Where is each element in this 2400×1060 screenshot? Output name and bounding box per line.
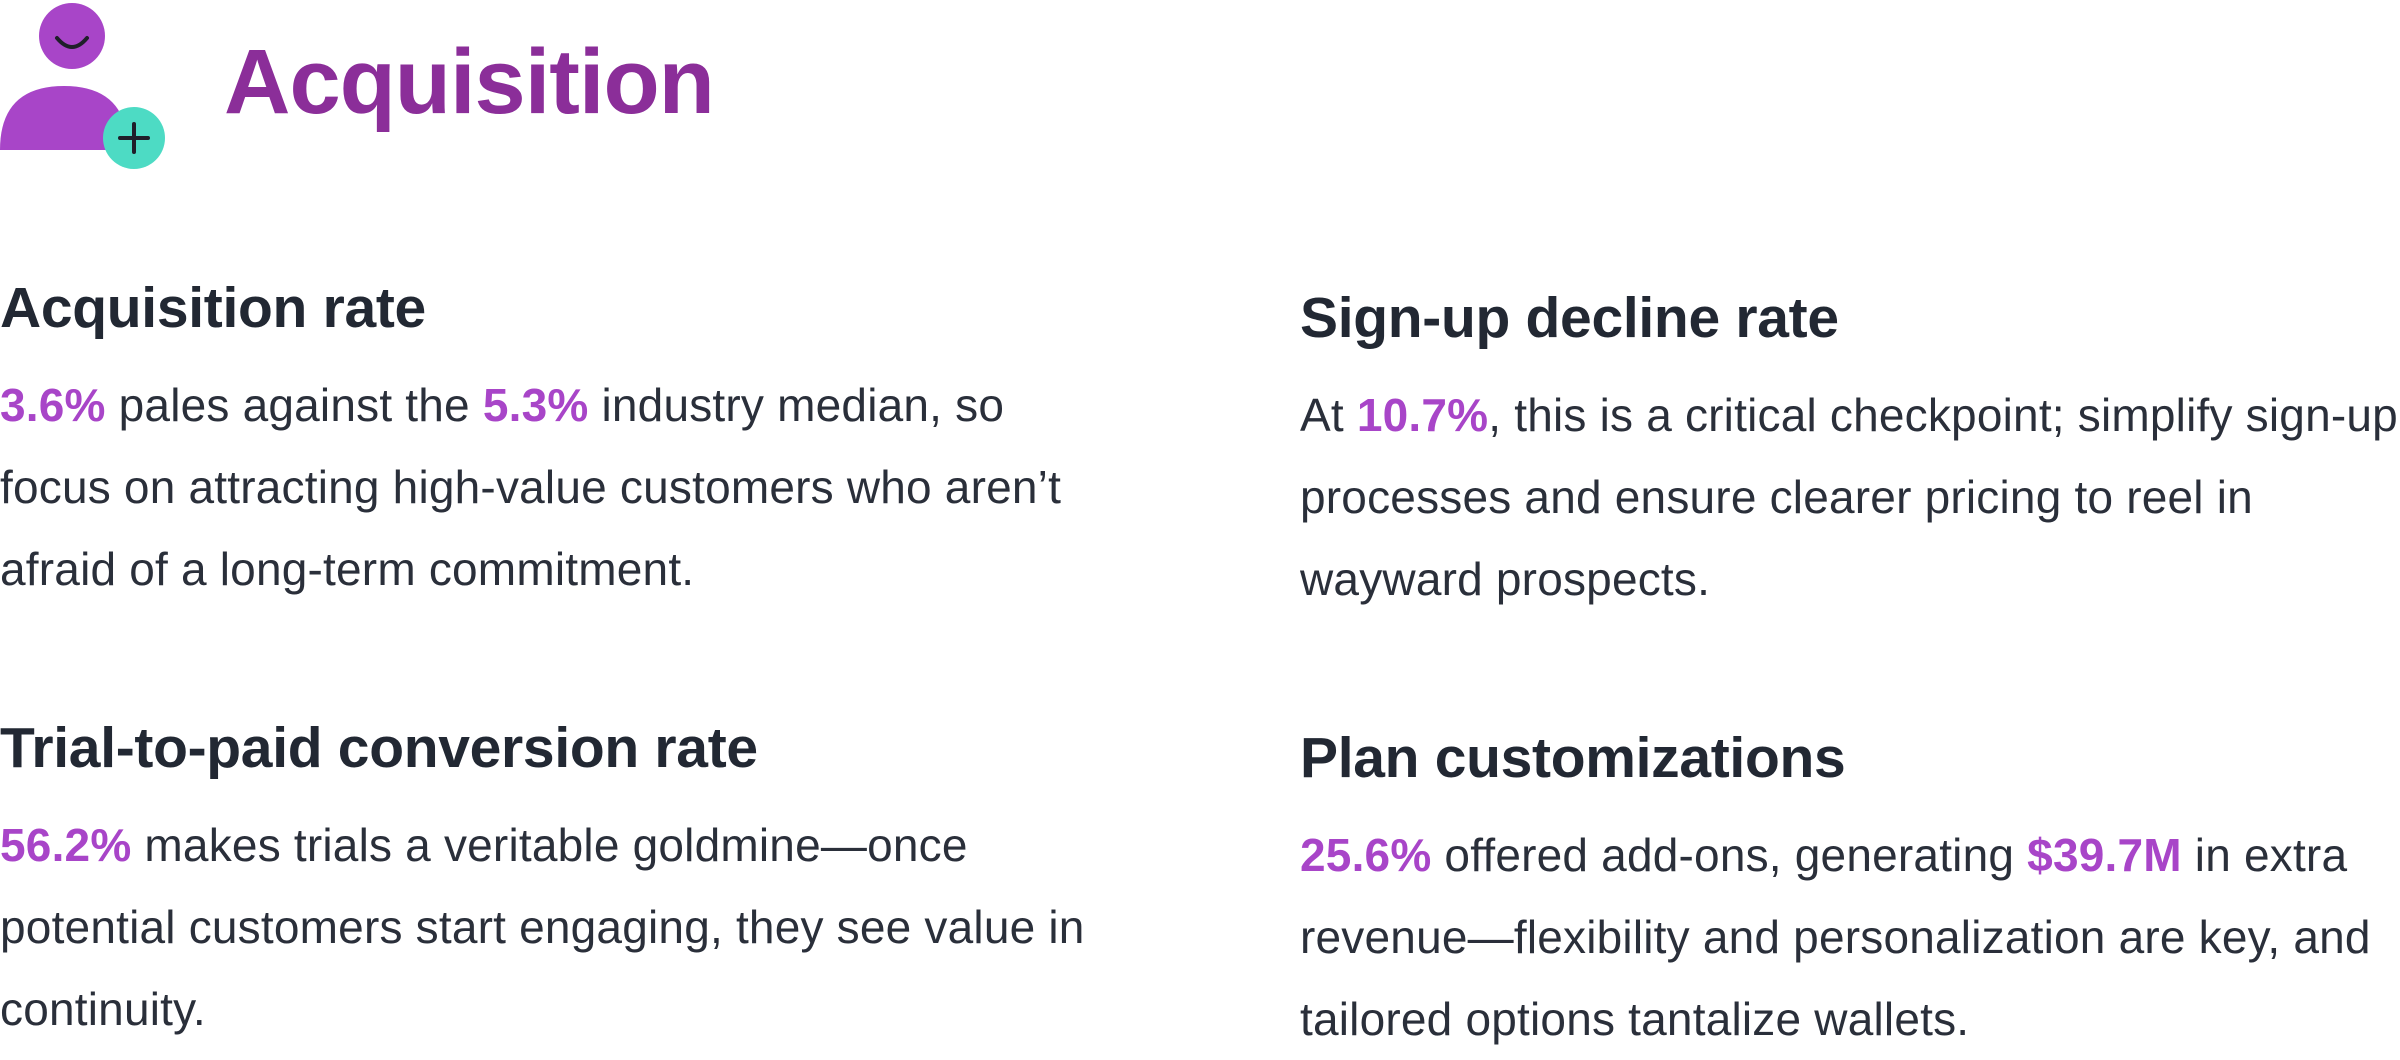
plan-customizations-text-part: offered add-ons, generating	[1431, 829, 2028, 881]
acquisition-rate-stat: 3.6%	[0, 379, 106, 431]
signup-decline-heading: Sign-up decline rate	[1300, 286, 1839, 350]
acquisition-rate-text-part: pales against the	[105, 379, 483, 431]
extra-revenue-stat: $39.7M	[2027, 829, 2182, 881]
acquisition-rate-text: 3.6% pales against the 5.3% industry med…	[0, 364, 1120, 610]
trial-to-paid-stat: 56.2%	[0, 819, 132, 871]
industry-median-stat: 5.3%	[482, 379, 589, 431]
trial-to-paid-heading: Trial-to-paid conversion rate	[0, 716, 758, 780]
acquisition-rate-heading: Acquisition rate	[0, 276, 426, 340]
trial-to-paid-text-part: makes trials a veritable goldmine—once p…	[0, 819, 1085, 1035]
plan-customizations-text-part: in extra revenue—flexibility and persona…	[1300, 829, 2371, 1045]
acquisition-rate-text-part: industry median, so focus on attracting …	[0, 379, 1062, 595]
plan-customizations-section: Plan customizations 25.6% offered add-on…	[1300, 718, 2400, 1060]
acquisition-rate-section: Acquisition rate 3.6% pales against the …	[0, 268, 1150, 610]
plan-customizations-text: 25.6% offered add-ons, generating $39.7M…	[1300, 814, 2400, 1060]
signup-decline-text: At 10.7%, this is a critical checkpoint;…	[1300, 374, 2400, 620]
signup-decline-section: Sign-up decline rate At 10.7%, this is a…	[1300, 278, 2400, 620]
page-title: Acquisition	[224, 31, 715, 133]
user-add-icon	[0, 3, 165, 169]
trial-to-paid-text: 56.2% makes trials a veritable goldmine—…	[0, 804, 1090, 1050]
signup-decline-stat: 10.7%	[1356, 389, 1489, 441]
signup-decline-text-part: At	[1300, 389, 1357, 441]
trial-to-paid-section: Trial-to-paid conversion rate 56.2% make…	[0, 708, 1150, 1050]
page-header: Acquisition	[0, 0, 900, 170]
plan-customizations-heading: Plan customizations	[1300, 726, 1846, 790]
signup-decline-text-part: , this is a critical checkpoint; simplif…	[1300, 389, 2398, 605]
add-ons-stat: 25.6%	[1300, 829, 1432, 881]
